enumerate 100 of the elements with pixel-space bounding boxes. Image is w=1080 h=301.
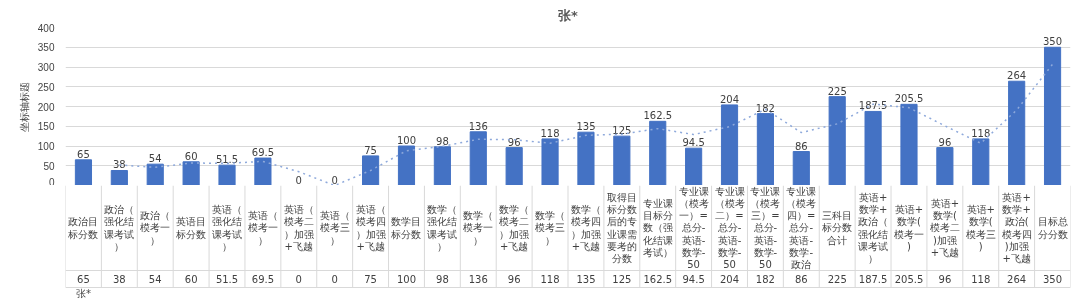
x-tick-label: 政治（强化结课考试） xyxy=(104,204,135,252)
text: 0 xyxy=(331,174,338,186)
data-label: 98 xyxy=(436,273,449,285)
data-label: 94.5 xyxy=(682,273,705,285)
data-label: 75 xyxy=(364,273,377,285)
text: 0 xyxy=(295,174,302,186)
text: 65 xyxy=(77,148,90,160)
x-tick-label: 专业课（模考一）=总分-英语-数学-50 xyxy=(678,186,709,270)
text: 125 xyxy=(612,125,632,137)
y-tick-label: 150 xyxy=(37,121,55,133)
bar xyxy=(362,155,380,185)
bar xyxy=(505,147,523,185)
bar xyxy=(254,157,272,185)
x-tick-label: 取得目标分数后的专业课需要考的分数 xyxy=(605,192,637,264)
y-tick-label: 0 xyxy=(48,176,55,188)
x-tick-label: 英语（模考一） xyxy=(247,210,278,246)
bar xyxy=(146,163,164,185)
text: 94.5 xyxy=(682,137,705,149)
x-tick-label: 专业课目标分数（强化结课考试） xyxy=(642,198,673,258)
bar xyxy=(649,120,667,185)
text: 225 xyxy=(827,85,847,97)
data-label: 96 xyxy=(938,273,952,285)
bar xyxy=(218,164,236,185)
data-label: 205.5 xyxy=(894,273,924,285)
data-label: 54 xyxy=(148,273,162,285)
x-tick-label: 政治目标分数 xyxy=(67,216,99,240)
data-label: 38 xyxy=(112,273,126,285)
bar xyxy=(433,146,451,185)
y-tick-label: 250 xyxy=(37,81,55,93)
data-label: 187.5 xyxy=(858,273,888,285)
data-label: 125 xyxy=(612,273,632,285)
x-tick-label: 数学目标分数 xyxy=(390,216,422,240)
bar xyxy=(756,113,774,185)
text: 350 xyxy=(1043,36,1063,48)
text: 136 xyxy=(468,120,488,132)
text: 204 xyxy=(719,93,740,105)
bar xyxy=(613,135,631,185)
x-tick-label: 英语+数学(模考二)加强+飞越 xyxy=(929,198,960,258)
bar xyxy=(720,104,739,185)
data-label: 350 xyxy=(1043,273,1063,285)
x-tick-label: 数学（模考三） xyxy=(535,210,566,246)
data-label: 100 xyxy=(396,273,417,285)
text: 96 xyxy=(938,136,952,148)
y-tick-label: 100 xyxy=(37,141,55,152)
bar xyxy=(1008,80,1026,185)
data-label: 69.5 xyxy=(251,273,275,285)
y-tick-label: 300 xyxy=(37,62,55,73)
x-tick-label: 数学（模考四）加强+飞越 xyxy=(570,204,601,252)
text: 100 xyxy=(396,135,417,146)
x-tick-label: 政治（模考一） xyxy=(140,210,171,246)
data-label: 264 xyxy=(1007,273,1027,285)
x-tick-label: 数学（模考二）加强+飞越 xyxy=(499,204,530,252)
y-axis-title: 坐标轴标题 xyxy=(18,81,30,132)
data-label: 118 xyxy=(971,273,991,285)
text: 98 xyxy=(436,135,449,147)
x-tick-label: 英语+数学+政治(模考四)加强+飞越 xyxy=(1001,192,1032,264)
text: 60 xyxy=(184,150,198,162)
y-tick-label: 350 xyxy=(37,42,55,54)
bar xyxy=(397,145,416,185)
data-label: 96 xyxy=(507,273,521,285)
data-label: 204 xyxy=(719,273,740,285)
x-tick-label: 英语目标分数 xyxy=(175,216,207,240)
y-tick-label: 400 xyxy=(37,22,55,34)
x-tick-label: 专业课（模考二）=总分-英语-数学-50 xyxy=(714,186,745,270)
text: 96 xyxy=(507,136,521,148)
data-label: 136 xyxy=(468,273,488,285)
text: 69.5 xyxy=(251,147,275,159)
text: 205.5 xyxy=(894,93,924,105)
bar xyxy=(828,96,846,185)
x-tick-label: 三科目标分数合计 xyxy=(821,210,853,246)
text: 54 xyxy=(148,153,162,165)
x-tick-label: 目标总分分数 xyxy=(1037,216,1068,240)
bar xyxy=(936,147,954,185)
text: 38 xyxy=(112,159,126,171)
data-label: 86 xyxy=(794,273,808,285)
x-tick-label: 专业课（模考四）=总分-英语-数学-政治 xyxy=(786,186,817,270)
x-tick-label: 英语+数学(模考三) xyxy=(965,204,996,252)
text: 118 xyxy=(540,127,560,139)
data-label: 225 xyxy=(827,273,847,285)
x-tick-label: 英语（模考四）加强+飞越 xyxy=(355,204,386,252)
data-label: 135 xyxy=(576,273,596,285)
bar xyxy=(110,169,128,185)
bar xyxy=(469,131,487,185)
text: 86 xyxy=(794,140,808,152)
text: 264 xyxy=(1007,70,1027,82)
bar xyxy=(685,147,703,185)
text: 118 xyxy=(971,127,991,139)
text: 75 xyxy=(364,144,377,156)
x-tick-label: 数学（强化结课考试） xyxy=(427,204,458,252)
y-tick-label: 200 xyxy=(37,101,55,113)
bar xyxy=(1043,46,1062,185)
text: 张* xyxy=(76,287,92,301)
text: 135 xyxy=(576,121,596,133)
data-label: 51.5 xyxy=(215,273,239,285)
text: 182 xyxy=(755,102,775,114)
bar xyxy=(792,151,810,185)
data-label: 0 xyxy=(331,273,338,285)
chart-title: 张* xyxy=(558,7,579,23)
data-label: 182 xyxy=(755,273,775,285)
x-tick-label: 数学（模考一） xyxy=(463,210,494,246)
